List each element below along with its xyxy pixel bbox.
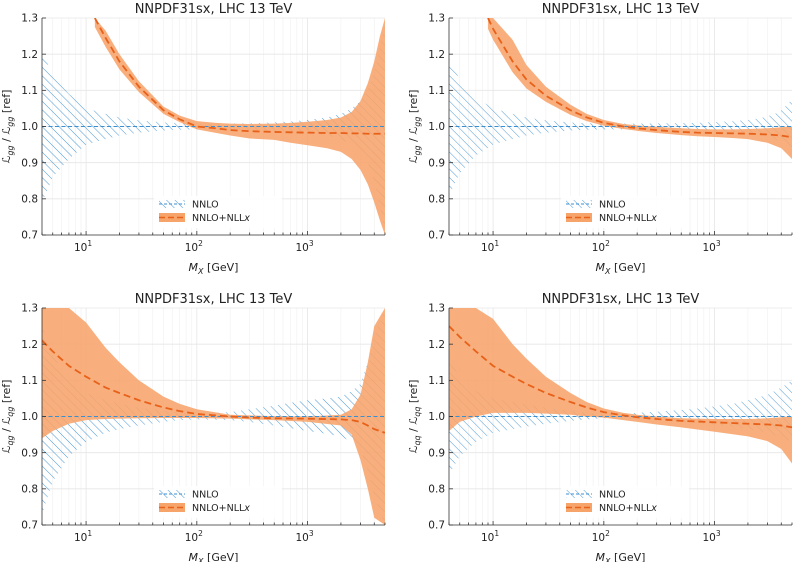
y-tick-label: 1.3 xyxy=(428,13,445,25)
y-tick-label: 0.9 xyxy=(21,447,38,459)
axes: 0.7 0.8 0.9 1.0 1.1 1.2 1.3 101 102 103 xyxy=(428,303,793,544)
axes: 0.7 0.8 0.9 1.0 1.1 1.2 1.3 101 102 103 xyxy=(21,303,386,544)
y-axis-label: ℒqg / ℒqg [ref] xyxy=(0,380,15,454)
y-tick-label: 1.3 xyxy=(21,303,38,315)
x-tick-label: 103 xyxy=(703,239,721,254)
y-axis-label: ℒqq / ℒqq [ref] xyxy=(407,380,422,454)
y-tick-label: 1.0 xyxy=(428,411,445,423)
legend-label-nll: NNLO+NLLx xyxy=(192,503,250,514)
nll-central-line xyxy=(42,339,385,434)
y-axis-label: ℒgg / ℒgg [ref] xyxy=(407,90,422,164)
y-tick-label: 0.8 xyxy=(428,483,445,495)
chart-title: NNPDF31sx, LHC 13 TeV xyxy=(135,2,293,17)
nll-central-line xyxy=(487,18,792,139)
x-axis-label: MX [GeV] xyxy=(189,551,239,562)
chart-title: NNPDF31sx, LHC 13 TeV xyxy=(135,292,293,307)
plot-area xyxy=(42,308,385,525)
legend: NNLO NNLO+NLLx xyxy=(561,196,689,228)
legend-label-nnlo: NNLO xyxy=(599,490,626,501)
x-tick-label: 102 xyxy=(592,529,610,544)
y-tick-label: 0.7 xyxy=(428,230,445,242)
y-tick-label: 1.0 xyxy=(428,121,445,133)
legend: NNLO NNLO+NLLx xyxy=(154,486,282,518)
y-tick-label: 1.1 xyxy=(428,85,445,97)
y-tick-label: 1.0 xyxy=(21,411,38,423)
axes: 0.7 0.8 0.9 1.0 1.1 1.2 1.3 101 102 103 xyxy=(21,13,386,254)
chart-panel-2: 0.7 0.8 0.9 1.0 1.1 1.2 1.3 101 102 103 NNPDF31sx,… xyxy=(407,2,793,276)
chart-panel-3: 0.7 0.8 0.9 1.0 1.1 1.2 1.3 101 102 103 NNPDF31sx,… xyxy=(0,292,386,562)
chart-title: NNPDF31sx, LHC 13 TeV xyxy=(542,2,700,17)
legend-label-nll: NNLO+NLLx xyxy=(599,213,657,224)
y-tick-label: 1.2 xyxy=(428,339,445,351)
y-axis-label: ℒgg / ℒgg [ref] xyxy=(0,90,15,164)
legend-label-nnlo: NNLO xyxy=(192,200,219,211)
x-tick-label: 103 xyxy=(296,529,314,544)
x-tick-label: 102 xyxy=(185,239,203,254)
legend-label-nll: NNLO+NLLx xyxy=(192,213,250,224)
y-tick-label: 0.7 xyxy=(21,520,38,532)
x-tick-label: 102 xyxy=(185,529,203,544)
x-tick-label: 102 xyxy=(592,239,610,254)
x-tick-label: 103 xyxy=(296,239,314,254)
x-tick-label: 101 xyxy=(74,239,92,254)
y-tick-label: 1.0 xyxy=(21,121,38,133)
nll-central-line xyxy=(94,18,385,135)
y-tick-label: 1.2 xyxy=(21,339,38,351)
y-tick-label: 1.2 xyxy=(428,49,445,61)
nll-uncertainty-band xyxy=(488,18,792,160)
y-tick-label: 0.9 xyxy=(428,157,445,169)
y-tick-label: 0.9 xyxy=(428,447,445,459)
x-axis-label: MX [GeV] xyxy=(596,261,646,276)
legend: NNLO NNLO+NLLx xyxy=(561,486,689,518)
x-tick-label: 101 xyxy=(481,529,499,544)
y-tick-label: 1.1 xyxy=(21,85,38,97)
y-tick-label: 1.2 xyxy=(21,49,38,61)
y-tick-label: 1.3 xyxy=(21,13,38,25)
axes: 0.7 0.8 0.9 1.0 1.1 1.2 1.3 101 102 103 xyxy=(428,13,793,254)
y-tick-label: 1.1 xyxy=(428,375,445,387)
y-tick-label: 0.8 xyxy=(21,483,38,495)
y-tick-label: 0.8 xyxy=(428,193,445,205)
legend-label-nnlo: NNLO xyxy=(599,200,626,211)
y-tick-label: 1.1 xyxy=(21,375,38,387)
chart-panel-1: 0.7 0.8 0.9 1.0 1.1 1.2 1.3 101 102 103 NNPDF31sx,… xyxy=(0,2,386,276)
legend-label-nll: NNLO+NLLx xyxy=(599,503,657,514)
chart-title: NNPDF31sx, LHC 13 TeV xyxy=(542,292,700,307)
x-axis-label: MX [GeV] xyxy=(189,261,239,276)
chart-panel-4: 0.7 0.8 0.9 1.0 1.1 1.2 1.3 101 102 103 NNPDF31sx,… xyxy=(407,292,793,562)
y-tick-label: 1.3 xyxy=(428,303,445,315)
y-tick-label: 0.7 xyxy=(21,230,38,242)
legend: NNLO NNLO+NLLx xyxy=(154,196,282,228)
y-tick-label: 0.7 xyxy=(428,520,445,532)
y-tick-label: 0.8 xyxy=(21,193,38,205)
plot-area xyxy=(42,18,385,235)
plot-area xyxy=(449,18,792,196)
legend-label-nnlo: NNLO xyxy=(192,490,219,501)
plot-area xyxy=(449,308,792,475)
x-axis-label: MX [GeV] xyxy=(596,551,646,562)
y-tick-label: 0.9 xyxy=(21,157,38,169)
x-tick-label: 103 xyxy=(703,529,721,544)
nll-uncertainty-band xyxy=(449,308,792,464)
x-tick-label: 101 xyxy=(481,239,499,254)
nll-central-line xyxy=(449,325,792,429)
x-tick-label: 101 xyxy=(74,529,92,544)
